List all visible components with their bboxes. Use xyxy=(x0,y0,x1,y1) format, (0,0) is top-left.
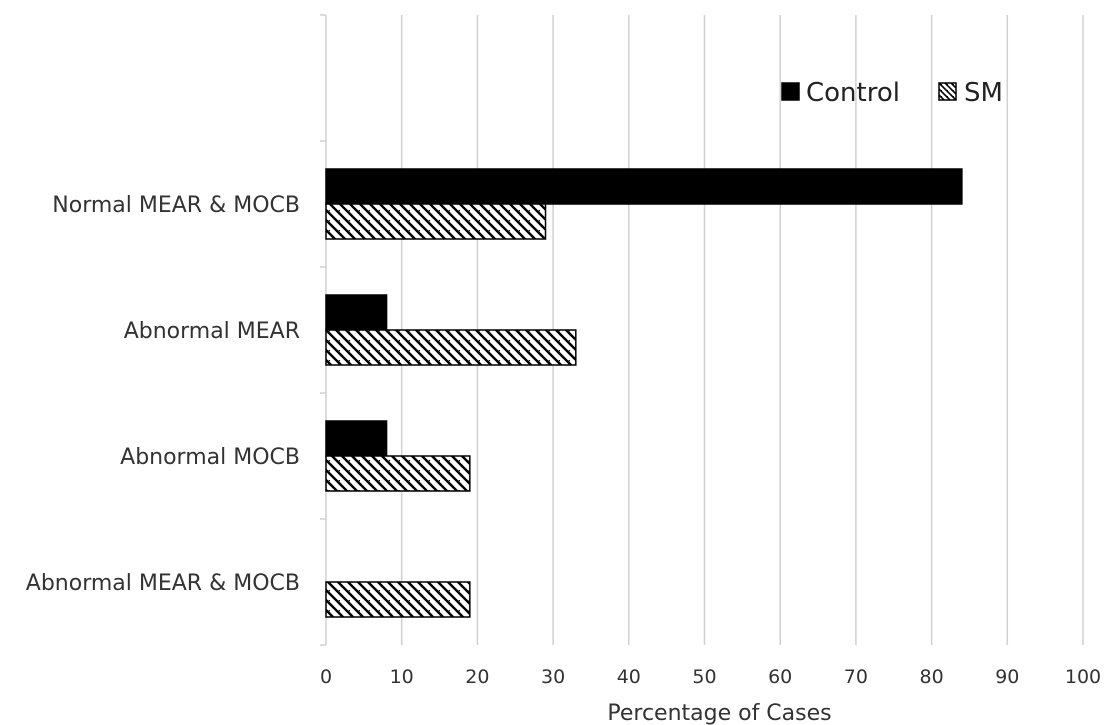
legend-label-control: Control xyxy=(806,78,900,108)
legend-label-sm: SM xyxy=(964,78,1003,108)
x-tick-label: 0 xyxy=(320,666,332,688)
x-tick-label: 60 xyxy=(768,666,792,688)
legend-swatch-sm xyxy=(938,82,957,101)
legend: Control SM xyxy=(781,78,1003,108)
bars xyxy=(325,168,963,618)
labels: 0 10 20 30 40 50 60 70 80 90 100 Normal MEAR & MOCB… xyxy=(26,193,1101,725)
category-label: Abnormal MOCB xyxy=(120,445,300,470)
x-tick-label: 90 xyxy=(995,666,1019,688)
x-axis-title: Percentage of Cases xyxy=(607,701,831,725)
gridlines xyxy=(400,15,1084,645)
bar-sm-1 xyxy=(325,203,547,240)
x-tick-label: 80 xyxy=(920,666,944,688)
bar-control-3 xyxy=(325,420,388,457)
bar-control-2 xyxy=(325,294,388,331)
category-label: Abnormal MEAR & MOCB xyxy=(26,571,300,596)
bar-sm-4 xyxy=(325,581,471,618)
category-label: Normal MEAR & MOCB xyxy=(52,193,300,218)
x-tick-label: 70 xyxy=(844,666,868,688)
x-tick-label: 20 xyxy=(465,666,489,688)
x-tick-label: 50 xyxy=(692,666,716,688)
bar-sm-2 xyxy=(325,329,577,366)
category-label: Abnormal MEAR xyxy=(124,319,300,344)
x-tick-label: 40 xyxy=(617,666,641,688)
y-axis xyxy=(320,14,327,646)
bar-sm-3 xyxy=(325,455,471,492)
bar-control-1 xyxy=(325,168,963,205)
x-tick-label: 10 xyxy=(390,666,414,688)
legend-swatch-control xyxy=(781,82,800,101)
x-tick-label: 30 xyxy=(541,666,565,688)
x-tick-label: 100 xyxy=(1065,666,1101,688)
